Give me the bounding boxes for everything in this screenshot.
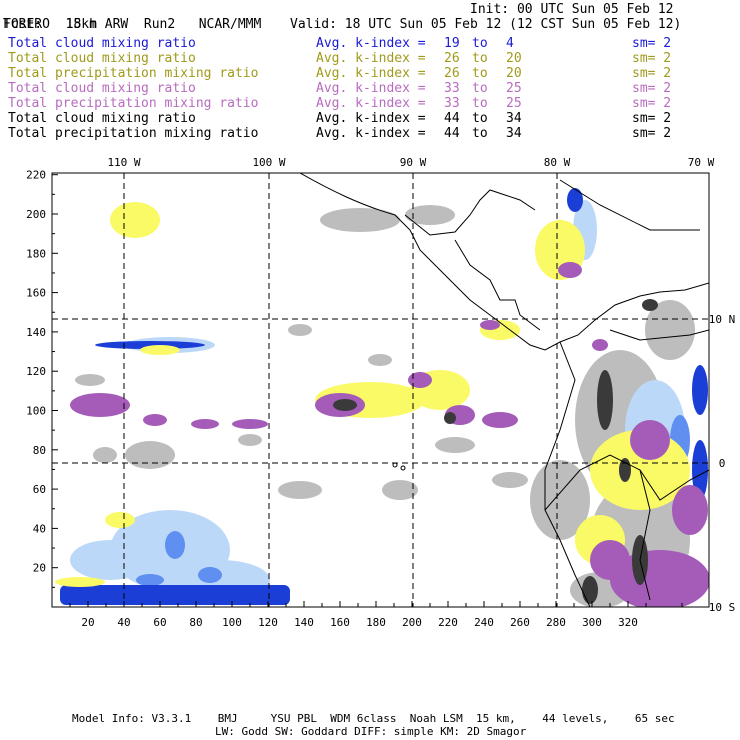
- legend-k-index-start: 33: [444, 96, 460, 111]
- x-tick-label: 300: [582, 616, 602, 629]
- y-tick-label: 40: [33, 522, 46, 535]
- x-tick-label: 220: [438, 616, 458, 629]
- legend-k-index-end: 34: [506, 126, 522, 141]
- legend-k-index-label: Avg. k-index =: [316, 111, 426, 126]
- x-tick-label: 60: [153, 616, 166, 629]
- x-tick-label: 180: [366, 616, 386, 629]
- x-tick-label: 120: [258, 616, 278, 629]
- legend-k-index-label: Avg. k-index =: [316, 51, 426, 66]
- field-shading: [55, 173, 709, 607]
- x-tick-label: 320: [618, 616, 638, 629]
- legend-smoothing: sm= 2: [632, 36, 672, 51]
- legend-smoothing: sm= 2: [632, 81, 672, 96]
- legend-k-index-label: Avg. k-index =: [316, 126, 426, 141]
- y-tick-label: 180: [26, 247, 46, 260]
- legend-smoothing: sm= 2: [632, 111, 672, 126]
- init-time: Init: 00 UTC Sun 05 Feb 12: [470, 2, 674, 17]
- longitude-label: 90 W: [400, 156, 427, 169]
- forecast-line: Fcst: 18 h: [3, 17, 97, 32]
- legend-smoothing: sm= 2: [632, 126, 672, 141]
- legend-field-name: Total precipitation mixing ratio: [8, 96, 259, 111]
- latitude-label: 0: [719, 457, 726, 470]
- x-tick-label: 80: [189, 616, 202, 629]
- latitude-label: 10 S: [709, 601, 736, 614]
- x-tick-label: 40: [117, 616, 130, 629]
- legend-k-index-start: 26: [444, 51, 460, 66]
- y-tick-label: 20: [33, 562, 46, 575]
- map-frame: [51, 172, 710, 608]
- legend-to: to: [472, 51, 488, 66]
- x-tick-label: 280: [546, 616, 566, 629]
- legend-field-name: Total cloud mixing ratio: [8, 51, 196, 66]
- fcst-label: Fcst:: [3, 17, 43, 32]
- x-tick-label: 140: [294, 616, 314, 629]
- longitude-label: 70 W: [688, 156, 715, 169]
- legend-k-index-start: 44: [444, 126, 460, 141]
- legend-k-index-label: Avg. k-index =: [316, 66, 426, 81]
- legend-k-index-label: Avg. k-index =: [316, 36, 426, 51]
- org-label: NCAR/MMM: [198, 17, 262, 32]
- legend-to: to: [472, 111, 488, 126]
- legend-field-name: Total cloud mixing ratio: [8, 111, 196, 126]
- valid-time: Valid: 18 UTC Sun 05 Feb 12 (12 CST Sun …: [290, 17, 682, 32]
- legend-field-name: Total cloud mixing ratio: [8, 81, 196, 96]
- y-tick-label: 220: [26, 169, 46, 182]
- y-tick-label: 100: [26, 405, 46, 418]
- legend-k-index-start: 44: [444, 111, 460, 126]
- x-tick-label: 100: [222, 616, 242, 629]
- legend-k-index-label: Avg. k-index =: [316, 81, 426, 96]
- y-tick-label: 160: [26, 287, 46, 300]
- legend-smoothing: sm= 2: [632, 66, 672, 81]
- legend-field-name: Total precipitation mixing ratio: [8, 126, 259, 141]
- y-tick-label: 60: [33, 483, 46, 496]
- legend-to: to: [472, 96, 488, 111]
- legend-field-name: Total precipitation mixing ratio: [8, 66, 259, 81]
- legend-smoothing: sm= 2: [632, 51, 672, 66]
- longitude-label: 110 W: [107, 156, 140, 169]
- dark-blue-field: [60, 188, 708, 605]
- footer-physics-info: LW: Godd SW: Goddard DIFF: simple KM: 2D…: [215, 725, 527, 738]
- longitude-label: 100 W: [252, 156, 285, 169]
- x-tick-label: 200: [402, 616, 422, 629]
- y-tick-label: 120: [26, 365, 46, 378]
- title-line: TORERO 15km ARW Run2 NCAR/MMM: [3, 2, 261, 32]
- legend-k-index-start: 33: [444, 81, 460, 96]
- y-tick-label: 80: [33, 444, 46, 457]
- model-name: TORERO: [3, 17, 50, 32]
- legend-to: to: [472, 81, 488, 96]
- legend-k-index-end: 25: [506, 81, 522, 96]
- legend-k-index-label: Avg. k-index =: [316, 96, 426, 111]
- legend-k-index-end: 20: [506, 66, 522, 81]
- legend-k-index-end: 34: [506, 111, 522, 126]
- legend-k-index-start: 26: [444, 66, 460, 81]
- run-label: Run2: [143, 17, 176, 32]
- legend-k-index-start: 19: [444, 36, 460, 51]
- coastline: [299, 173, 709, 607]
- legend-k-index-end: 20: [506, 51, 522, 66]
- legend-field-name: Total cloud mixing ratio: [8, 36, 196, 51]
- x-tick-label: 260: [510, 616, 530, 629]
- legend-smoothing: sm= 2: [632, 96, 672, 111]
- x-tick-label: 240: [474, 616, 494, 629]
- legend-to: to: [472, 66, 488, 81]
- model-resolution: 15km ARW: [65, 17, 129, 32]
- axis-ticks: [52, 174, 683, 607]
- legend-to: to: [472, 36, 488, 51]
- y-tick-label: 140: [26, 326, 46, 339]
- x-tick-label: 20: [81, 616, 94, 629]
- longitude-label: 80 W: [544, 156, 571, 169]
- y-tick-label: 200: [26, 208, 46, 221]
- legend-k-index-end: 25: [506, 96, 522, 111]
- footer-model-info: Model Info: V3.3.1 BMJ YSU PBL WDM 6clas…: [72, 712, 675, 725]
- axis-tick-labels: 220 200 180 160 140 120 100 80 60 40 20 20 40 60 80 100…: [26, 156, 735, 629]
- latitude-label: 10 N: [709, 313, 736, 326]
- legend-k-index-end: 4: [506, 36, 514, 51]
- lat-lon-grid: [52, 173, 709, 607]
- legend-to: to: [472, 126, 488, 141]
- fcst-value: 18 h: [65, 17, 97, 32]
- x-tick-label: 160: [330, 616, 350, 629]
